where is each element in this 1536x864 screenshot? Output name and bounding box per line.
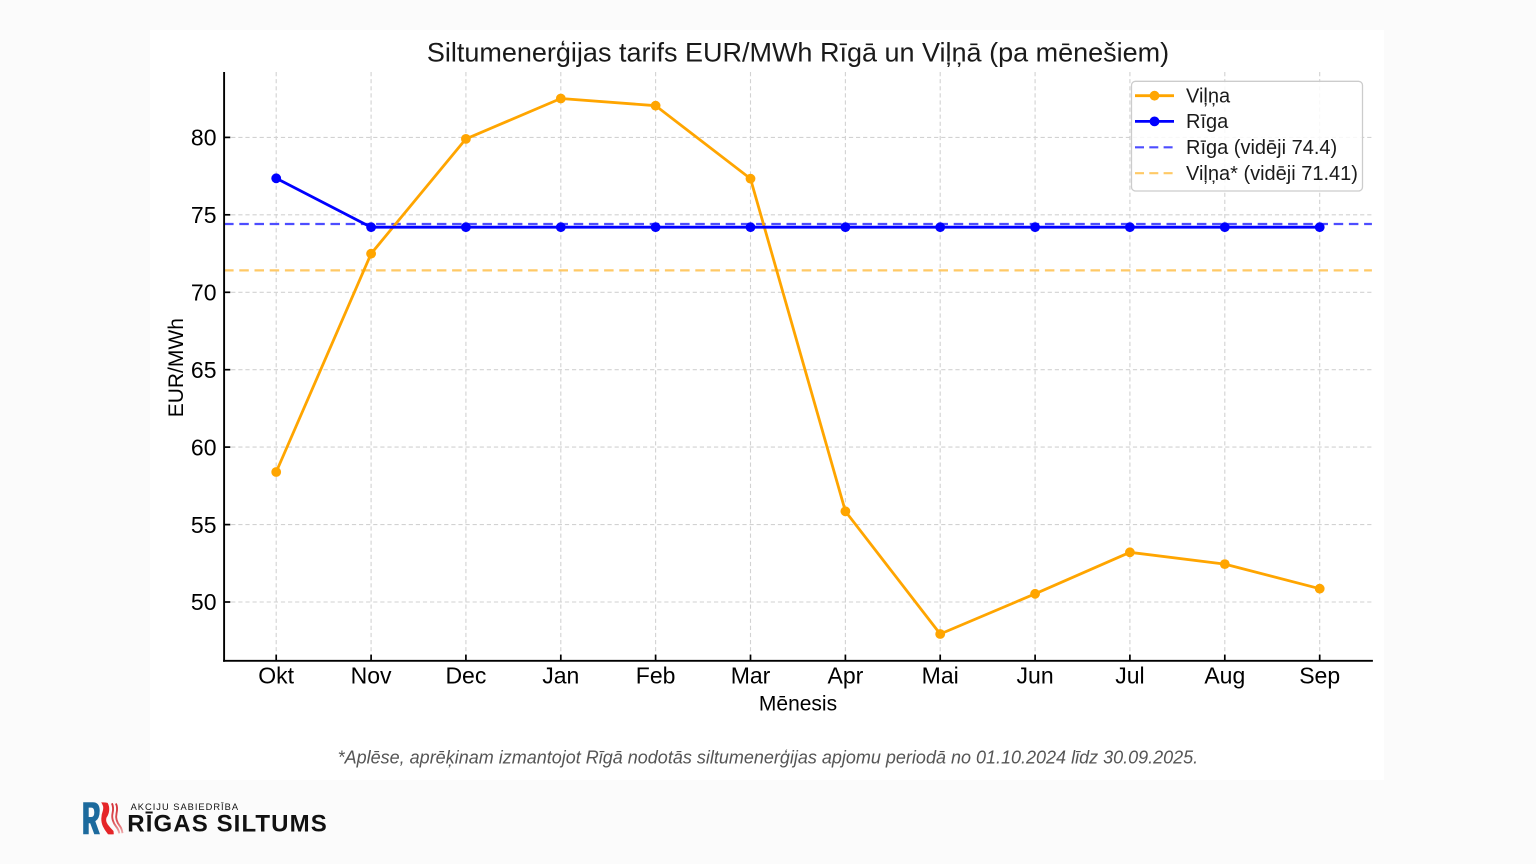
svg-text:Viļņa* (vidēji 71.41): Viļņa* (vidēji 71.41) bbox=[1186, 163, 1358, 185]
svg-text:AKCIJU SABIEDRĪBA: AKCIJU SABIEDRĪBA bbox=[131, 802, 239, 812]
svg-text:RĪGAS SILTUMS: RĪGAS SILTUMS bbox=[127, 811, 328, 838]
svg-text:70: 70 bbox=[191, 280, 217, 306]
svg-text:80: 80 bbox=[191, 125, 217, 151]
svg-text:Jun: Jun bbox=[1017, 663, 1054, 689]
svg-text:65: 65 bbox=[191, 357, 217, 383]
svg-text:75: 75 bbox=[191, 202, 217, 228]
svg-text:55: 55 bbox=[191, 512, 217, 538]
svg-text:Rīga: Rīga bbox=[1186, 111, 1229, 133]
svg-text:Mai: Mai bbox=[922, 663, 959, 689]
svg-text:50: 50 bbox=[191, 589, 217, 615]
svg-text:60: 60 bbox=[191, 434, 217, 460]
svg-text:Dec: Dec bbox=[445, 663, 486, 689]
svg-text:Okt: Okt bbox=[258, 663, 294, 689]
svg-text:Sep: Sep bbox=[1299, 663, 1340, 689]
svg-text:Mar: Mar bbox=[731, 663, 771, 689]
svg-text:Mēnesis: Mēnesis bbox=[759, 692, 837, 715]
svg-text:Aug: Aug bbox=[1204, 663, 1245, 689]
svg-text:EUR/MWh: EUR/MWh bbox=[165, 318, 188, 417]
svg-text:Feb: Feb bbox=[636, 663, 676, 689]
svg-text:Viļņa: Viļņa bbox=[1186, 85, 1231, 107]
svg-text:Rīga (vidēji 74.4): Rīga (vidēji 74.4) bbox=[1186, 137, 1337, 159]
svg-text:Apr: Apr bbox=[828, 663, 864, 689]
svg-text:Jan: Jan bbox=[542, 663, 579, 689]
svg-text:Siltumenerģijas tarifs EUR/MWh: Siltumenerģijas tarifs EUR/MWh Rīgā un V… bbox=[427, 37, 1169, 67]
svg-text:*Aplēse, aprēķinam izmantojot: *Aplēse, aprēķinam izmantojot Rīgā nodot… bbox=[338, 748, 1199, 768]
svg-text:Jul: Jul bbox=[1115, 663, 1144, 689]
svg-text:Nov: Nov bbox=[351, 663, 392, 689]
